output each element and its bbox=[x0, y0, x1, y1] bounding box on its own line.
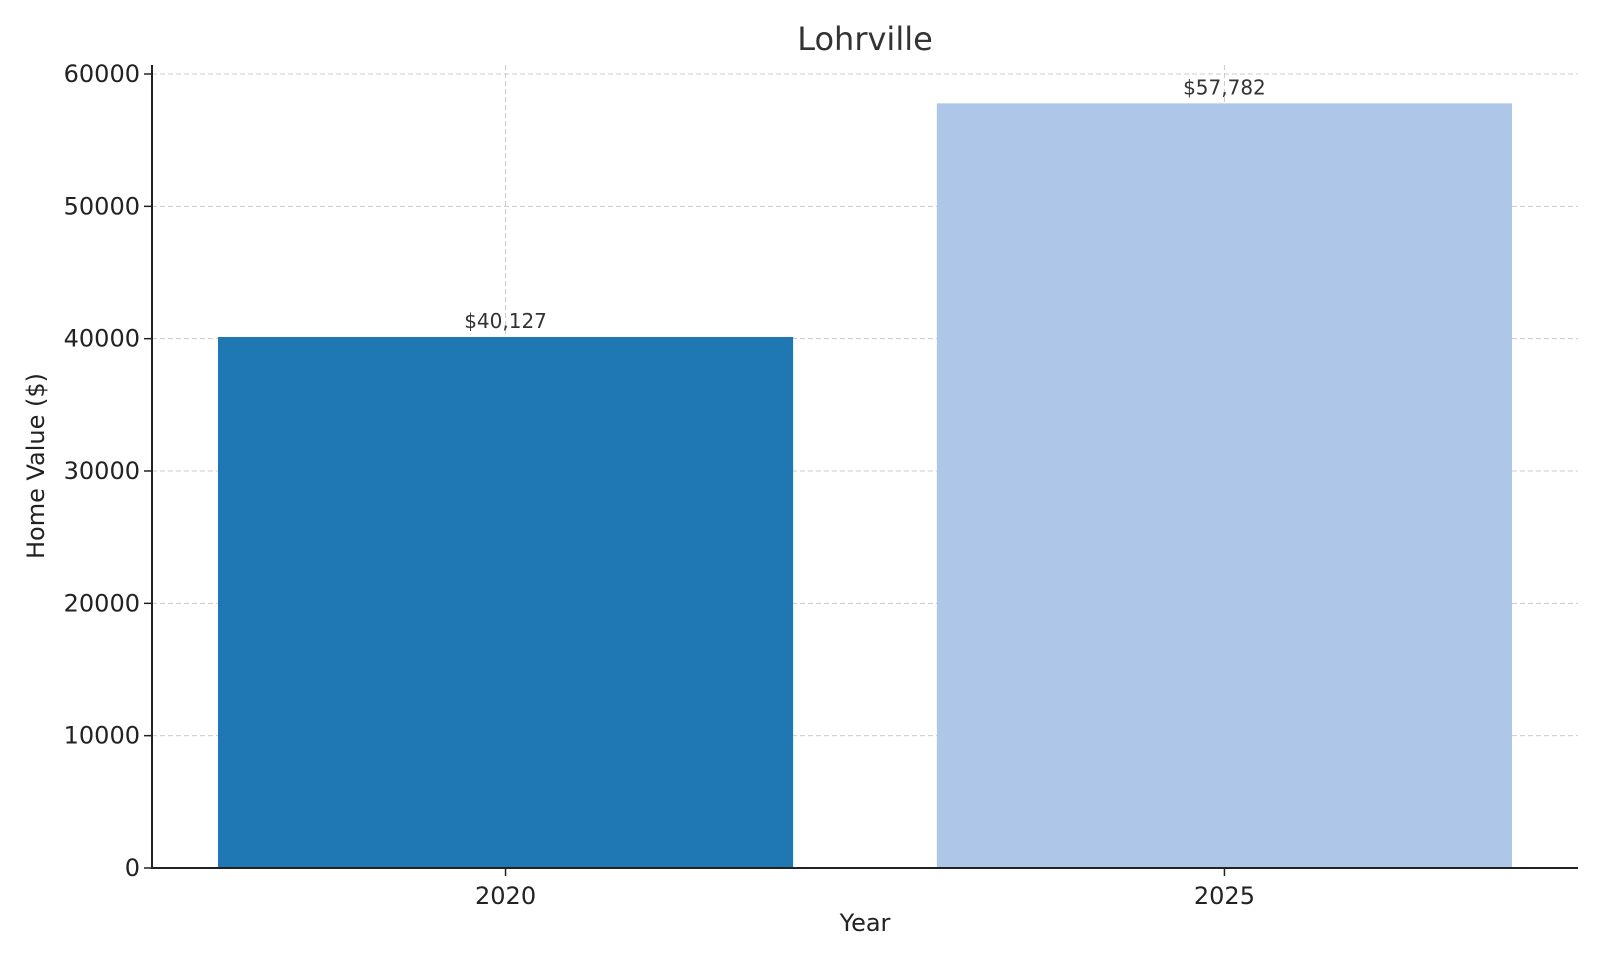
y-tick-label: 0 bbox=[125, 854, 140, 882]
ticks: 0 10000 20000 30000 40000 50000 60000 2020 2025 bbox=[64, 60, 1255, 910]
y-tick-label: 50000 bbox=[64, 192, 140, 220]
y-tick-label: 40000 bbox=[64, 325, 140, 353]
chart-title: Lohrville bbox=[797, 20, 933, 58]
bars bbox=[218, 103, 1512, 868]
x-axis-label: Year bbox=[839, 909, 891, 937]
bar-2025 bbox=[936, 103, 1512, 868]
y-tick-label: 30000 bbox=[64, 457, 140, 485]
y-tick-label: 60000 bbox=[64, 60, 140, 88]
data-labels: $40,127 $57,782 bbox=[464, 75, 1266, 333]
axes bbox=[151, 65, 1578, 869]
y-tick-label: 10000 bbox=[64, 722, 140, 750]
y-axis-label: Home Value ($) bbox=[22, 373, 50, 559]
x-tick-label: 2025 bbox=[1194, 882, 1255, 910]
y-tick-label: 20000 bbox=[64, 589, 140, 617]
bar-value-label: $57,782 bbox=[1183, 75, 1266, 99]
x-tick-label: 2020 bbox=[475, 882, 536, 910]
bar-value-label: $40,127 bbox=[464, 309, 547, 333]
bar-2020 bbox=[218, 336, 794, 868]
